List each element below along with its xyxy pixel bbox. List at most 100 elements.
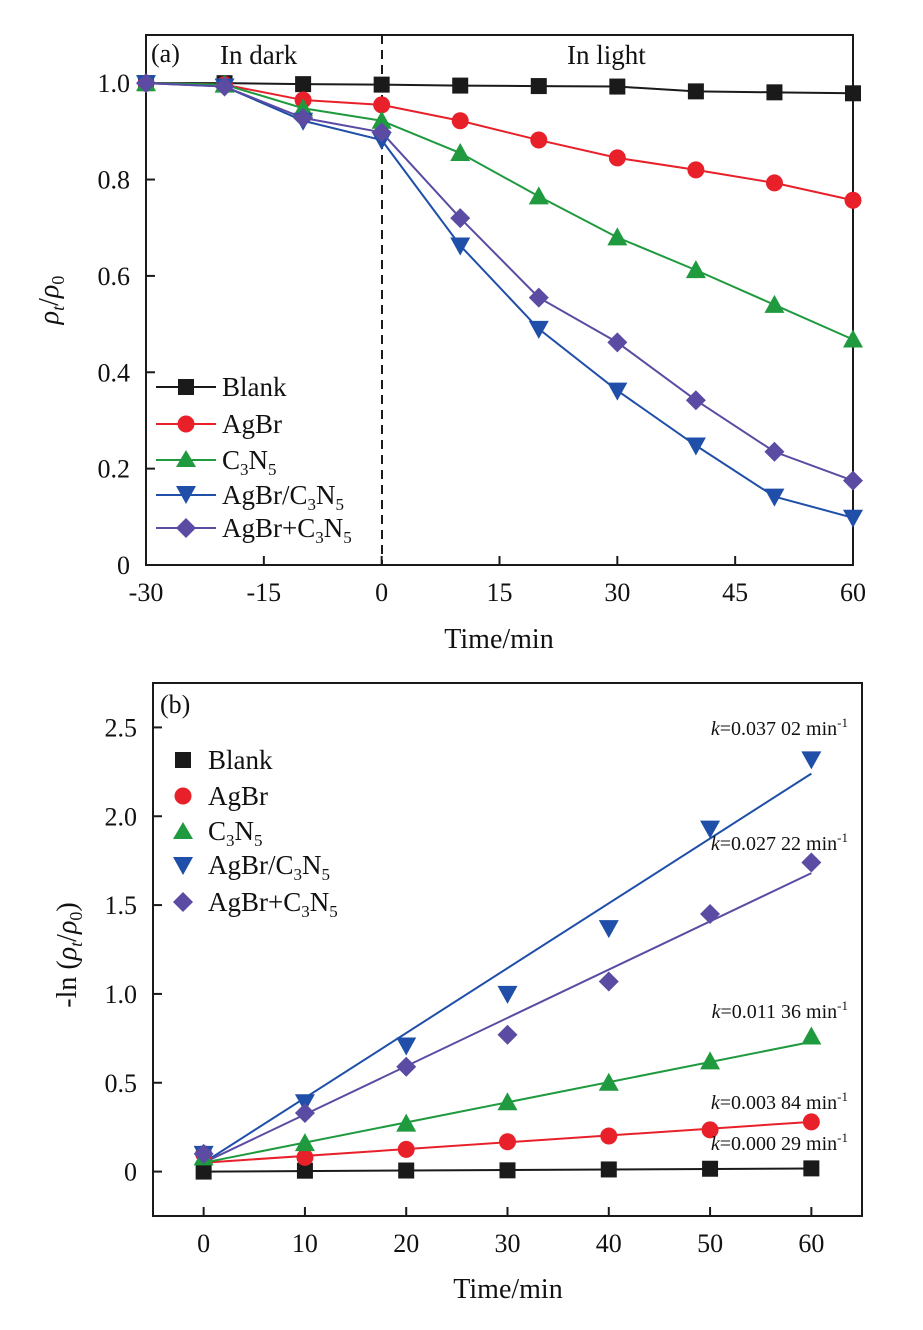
data-point-agbr-plus-c3n5 <box>294 1102 315 1123</box>
legend-b-agbr-plus-c3n5: AgBr+C3N5 <box>173 887 338 921</box>
data-point-agbr-plus-c3n5 <box>598 971 619 992</box>
rate-label-agbr: k=0.003 84 min-1 <box>711 1089 848 1114</box>
data-point-agbr-plus-c3n5 <box>843 470 863 491</box>
legend-a-c3n5: C3N5 <box>156 445 277 479</box>
panel-b-ytick-label: 2.5 <box>105 713 138 742</box>
panel-a-xlabel: Time/min <box>444 624 553 655</box>
panel-b-xtick-label: 30 <box>495 1229 521 1258</box>
panel-a-ytick-label: 0.8 <box>98 166 131 195</box>
data-point-agbr-plus-c3n5 <box>396 1056 417 1077</box>
legend-a-agbr-label: AgBr <box>222 409 282 439</box>
legend-b-c3n5-label: C3N5 <box>208 816 263 850</box>
data-point-c3n5 <box>598 1072 619 1091</box>
panel-a-ytick-label: 0.6 <box>98 262 131 291</box>
panel-a-xtick-label: 30 <box>604 578 630 607</box>
panel-b-xtick-label: 60 <box>798 1229 824 1258</box>
data-point-agbr-c3n5 <box>450 237 471 256</box>
legend-a-agbr: AgBr <box>156 409 282 439</box>
data-point-agbr-plus-c3n5 <box>528 287 549 308</box>
panel-a-ytick-label: 0.2 <box>98 455 131 484</box>
data-point-blank <box>296 1162 313 1179</box>
data-point-agbr <box>397 1140 415 1158</box>
panel-b-ytick-label: 0 <box>124 1158 137 1187</box>
panel-b-ticks: 0 10 20 30 40 50 60 0 0.5 1.0 1.5 2.0 2.5 <box>105 713 825 1258</box>
panel-b-xtick-label: 40 <box>596 1229 622 1258</box>
data-point-agbr <box>844 191 862 209</box>
data-point-agbr-plus-c3n5 <box>214 76 235 97</box>
panel-a-xtick-label: 60 <box>840 578 866 607</box>
data-point-blank <box>295 76 312 93</box>
data-point-agbr-plus-c3n5 <box>371 122 392 143</box>
legend-b-agbr-c3n5-label: AgBr/C3N5 <box>208 850 330 884</box>
panel-a-ticks: -30 -15 0 15 30 45 60 0 0.2 0.4 0.6 0.8 1.0 <box>98 69 867 607</box>
data-point-agbr <box>600 1127 618 1145</box>
data-point-agbr-c3n5 <box>685 437 706 456</box>
panel-a-xtick-label: -30 <box>129 578 164 607</box>
data-point-agbr-plus-c3n5 <box>497 1024 518 1045</box>
data-point-c3n5 <box>371 110 392 129</box>
data-point-agbr-plus-c3n5 <box>801 852 822 873</box>
panel-b-ytick-label: 1.0 <box>105 980 138 1009</box>
data-point-c3n5 <box>497 1092 518 1111</box>
data-point-blank <box>452 77 469 94</box>
data-point-agbr <box>451 112 469 130</box>
data-point-agbr <box>373 96 391 114</box>
data-point-agbr <box>802 1113 820 1131</box>
legend-b-blank-label: Blank <box>208 745 273 775</box>
legend-b-blank: Blank <box>175 745 273 775</box>
data-point-agbr-plus-c3n5 <box>193 1143 214 1164</box>
panel-a: (a) In dark In light -30 -15 0 15 30 45 60 0 0.2… <box>34 34 867 655</box>
data-point-blank <box>530 78 547 95</box>
data-point-c3n5 <box>843 329 863 348</box>
legend-a-agbr-c3n5-label: AgBr/C3N5 <box>222 480 344 514</box>
data-point-agbr-c3n5 <box>843 509 863 528</box>
series-line-agbr-plus-c3n5 <box>145 82 854 482</box>
data-point-c3n5 <box>801 1026 822 1045</box>
panel-a-ytick-label: 1.0 <box>98 69 131 98</box>
panel-b-label: (b) <box>160 690 190 719</box>
panel-b-xtick-label: 10 <box>292 1229 318 1258</box>
legend-a-blank: Blank <box>156 372 287 402</box>
panel-a-xtick-label: 45 <box>722 578 748 607</box>
data-point-agbr-plus-c3n5 <box>685 390 706 411</box>
legend-a-agbr-plus-c3n5-label: AgBr+C3N5 <box>222 513 352 547</box>
series-line-agbr-c3n5 <box>145 82 854 519</box>
panel-a-ylabel: ρt/ρ0 <box>34 276 68 326</box>
data-point-blank <box>702 1160 719 1177</box>
data-point-agbr-c3n5 <box>598 920 619 939</box>
data-point-blank <box>373 76 390 93</box>
panel-b-xtick-label: 20 <box>393 1229 419 1258</box>
data-point-agbr <box>530 131 548 149</box>
panel-a-legend: Blank AgBr C3N5 AgBr/C3N5 AgBr+C3N5 <box>156 372 352 547</box>
legend-b-c3n5: C3N5 <box>173 816 263 850</box>
panel-a-ytick-label: 0 <box>117 551 130 580</box>
panel-b-ytick-label: 1.5 <box>105 891 138 920</box>
legend-a-blank-label: Blank <box>222 372 287 402</box>
data-point-blank <box>195 1163 212 1180</box>
panel-b-series <box>193 751 822 1180</box>
panel-a-xtick-label: 15 <box>487 578 513 607</box>
data-point-agbr-plus-c3n5 <box>136 73 156 94</box>
data-point-c3n5 <box>607 227 628 246</box>
legend-b-agbr: AgBr <box>174 781 268 811</box>
data-point-blank <box>803 1160 820 1177</box>
data-point-c3n5 <box>294 1133 315 1152</box>
panel-a-label: (a) <box>151 39 180 68</box>
data-point-agbr <box>687 161 705 179</box>
data-point-c3n5 <box>450 143 471 162</box>
data-point-agbr-plus-c3n5 <box>293 107 314 128</box>
region-label-light: In light <box>567 40 646 70</box>
data-point-agbr-plus-c3n5 <box>450 208 471 229</box>
panel-a-series <box>136 73 863 528</box>
panel-b-xlabel: Time/min <box>453 1274 562 1305</box>
data-point-agbr <box>296 1148 314 1166</box>
legend-b-agbr-label: AgBr <box>208 781 268 811</box>
data-point-agbr <box>608 149 626 167</box>
panel-a-xtick-label: 0 <box>375 578 388 607</box>
data-point-agbr <box>701 1121 719 1139</box>
data-point-blank <box>845 85 861 102</box>
data-point-blank <box>687 83 704 100</box>
series-line-agbr <box>145 82 854 202</box>
legend-b-agbr-plus-c3n5-label: AgBr+C3N5 <box>208 887 338 921</box>
data-point-agbr <box>499 1133 516 1151</box>
